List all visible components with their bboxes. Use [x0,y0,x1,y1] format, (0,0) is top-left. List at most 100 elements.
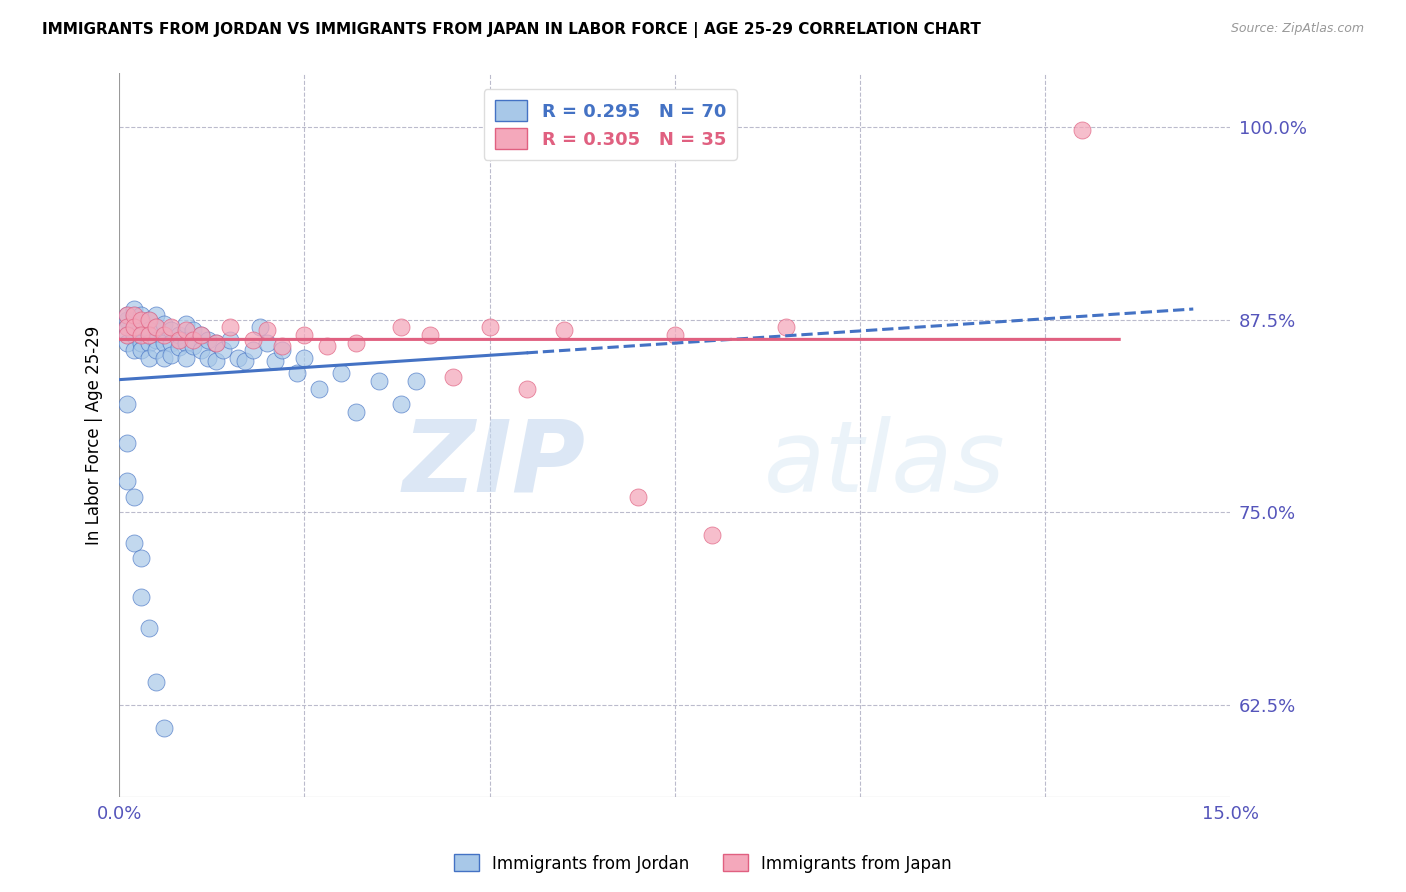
Point [242,343,264,358]
Point [145,308,167,322]
Point [122,308,145,322]
Point [174,317,197,331]
Point [174,351,197,365]
Point [115,397,138,411]
Point [174,335,197,350]
Point [226,351,249,365]
Point [183,323,205,337]
Point [122,320,145,334]
Point [145,674,167,689]
Point [204,335,226,350]
Point [285,367,308,381]
Point [627,490,650,504]
Point [256,323,278,337]
Point [405,374,427,388]
Point [219,333,242,347]
Point [152,721,174,735]
Point [115,320,138,334]
Point [138,327,160,342]
Point [174,323,197,337]
Point [115,320,138,334]
Point [138,312,160,326]
Point [145,333,167,347]
Point [308,382,330,396]
Point [115,308,138,322]
Point [145,320,167,334]
Point [115,327,138,342]
Point [115,335,138,350]
Text: ZIP: ZIP [404,416,586,513]
Point [700,528,723,542]
Point [263,354,285,368]
Point [441,369,464,384]
Text: atlas: atlas [763,416,1005,513]
Point [190,327,212,342]
Point [138,351,160,365]
Point [152,317,174,331]
Point [271,339,294,353]
Point [516,382,538,396]
Point [138,335,160,350]
Point [183,339,205,353]
Point [190,343,212,358]
Point [344,405,367,419]
Point [219,320,242,334]
Point [160,320,183,334]
Point [478,320,501,334]
Point [122,308,145,322]
Point [122,536,145,550]
Point [664,327,686,342]
Point [131,551,153,566]
Point [115,312,138,326]
Point [138,323,160,337]
Point [212,343,235,358]
Point [167,340,190,354]
Point [122,312,145,326]
Y-axis label: In Labor Force | Age 25-29: In Labor Force | Age 25-29 [86,326,103,545]
Point [197,351,219,365]
Point [271,343,294,358]
Point [1071,123,1094,137]
Legend: R = 0.295   N = 70, R = 0.305   N = 35: R = 0.295 N = 70, R = 0.305 N = 35 [484,89,737,160]
Point [160,348,183,362]
Point [249,320,271,334]
Point [122,343,145,358]
Point [167,327,190,342]
Point [131,312,153,326]
Point [131,327,153,342]
Point [183,333,205,347]
Point [344,335,367,350]
Point [197,333,219,347]
Point [167,333,190,347]
Text: IMMIGRANTS FROM JORDAN VS IMMIGRANTS FROM JAPAN IN LABOR FORCE | AGE 25-29 CORRE: IMMIGRANTS FROM JORDAN VS IMMIGRANTS FRO… [42,22,981,38]
Point [160,335,183,350]
Point [122,320,145,334]
Point [145,320,167,334]
Point [152,335,174,350]
Point [389,397,412,411]
Point [138,621,160,635]
Point [131,327,153,342]
Point [131,590,153,604]
Point [294,351,316,365]
Point [131,308,153,322]
Point [294,327,316,342]
Point [160,323,183,337]
Point [145,343,167,358]
Point [389,320,412,334]
Point [131,320,153,334]
Point [233,354,256,368]
Point [122,490,145,504]
Text: Source: ZipAtlas.com: Source: ZipAtlas.com [1230,22,1364,36]
Point [190,327,212,342]
Point [152,351,174,365]
Point [152,327,174,342]
Point [122,327,145,342]
Point [131,343,153,358]
Point [138,312,160,326]
Point [204,354,226,368]
Point [131,335,153,350]
Point [256,335,278,350]
Point [367,374,389,388]
Point [115,308,138,322]
